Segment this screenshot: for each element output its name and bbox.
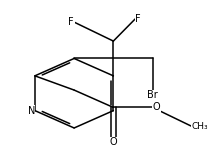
Text: Br: Br (147, 90, 158, 100)
Text: O: O (110, 137, 117, 147)
Text: N: N (27, 106, 35, 116)
Text: F: F (135, 14, 141, 24)
Text: O: O (153, 102, 160, 112)
Text: F: F (68, 17, 74, 27)
Text: CH₃: CH₃ (192, 122, 208, 131)
